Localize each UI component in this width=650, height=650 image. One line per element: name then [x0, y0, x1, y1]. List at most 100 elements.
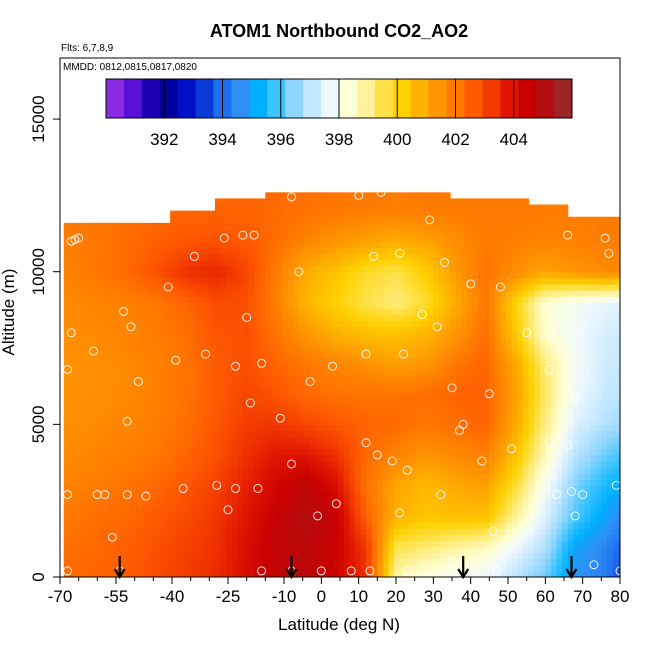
heatmap-cell [231, 509, 238, 517]
heatmap-cell [416, 235, 423, 242]
heatmap-cell [366, 485, 373, 493]
heatmap-cell [466, 460, 474, 468]
heatmap-cell [164, 552, 171, 560]
heatmap-cell [461, 552, 468, 560]
heatmap-cell [410, 430, 418, 438]
heatmap-cell [265, 406, 272, 413]
heatmap-cell [287, 344, 294, 352]
heatmap-cell [338, 387, 345, 395]
heatmap-cell [422, 399, 429, 407]
heatmap-cell [472, 522, 479, 529]
heatmap-cell [433, 406, 440, 413]
heatmap-cell [164, 271, 171, 279]
heatmap-cell [472, 198, 479, 206]
heatmap-cell [97, 302, 104, 309]
heatmap-cell [304, 375, 311, 383]
heatmap-cell [338, 241, 345, 248]
heatmap-cell [382, 509, 390, 517]
heatmap-cell [136, 570, 143, 577]
heatmap-cell [450, 442, 457, 450]
heatmap-cell [483, 418, 490, 425]
heatmap-cell [114, 296, 121, 303]
heatmap-cell [422, 265, 429, 273]
heatmap-cell [74, 369, 82, 377]
heatmap-cell [209, 241, 216, 248]
heatmap-cell [433, 412, 440, 419]
heatmap-cell [125, 344, 132, 352]
heatmap-cell [153, 399, 160, 407]
heatmap-cell [102, 277, 110, 285]
heatmap-cell [455, 210, 462, 218]
heatmap-cell [332, 326, 339, 334]
heatmap-cell [394, 467, 401, 474]
heatmap-cell [506, 491, 513, 499]
heatmap-cell [80, 290, 87, 297]
heatmap-cell [450, 326, 457, 334]
heatmap-cell [366, 235, 373, 242]
heatmap-cell [511, 253, 518, 261]
heatmap-cell [181, 473, 188, 480]
heatmap-cell [186, 552, 194, 560]
heatmap-cell [63, 351, 70, 358]
heatmap-cell [270, 442, 278, 450]
heatmap-cell [287, 387, 294, 395]
heatmap-cell [461, 515, 468, 523]
heatmap-cell [231, 283, 238, 291]
heatmap-cell [461, 509, 468, 517]
heatmap-cell [242, 375, 250, 383]
heatmap-cell [500, 515, 507, 523]
heatmap-cell [220, 271, 227, 279]
heatmap-cell [276, 210, 283, 218]
heatmap-cell [444, 344, 451, 352]
heatmap-cell [80, 454, 87, 462]
heatmap-cell [220, 479, 227, 487]
heatmap-cell [494, 540, 502, 548]
heatmap-cell [494, 430, 502, 438]
heatmap-cell [332, 460, 339, 468]
heatmap-cell [466, 332, 474, 340]
heatmap-cell [399, 302, 406, 309]
heatmap-cell [108, 326, 115, 334]
heatmap-cell [130, 546, 138, 554]
heatmap-cell [427, 265, 434, 273]
heatmap-cell [170, 302, 177, 309]
heatmap-cell [97, 467, 104, 474]
heatmap-cell [416, 522, 423, 529]
heatmap-cell [209, 503, 216, 511]
heatmap-cell [483, 314, 490, 322]
heatmap-cell [461, 387, 468, 395]
heatmap-cell [399, 570, 406, 577]
heatmap-cell [242, 515, 250, 523]
heatmap-cell [416, 375, 423, 383]
heatmap-cell [192, 259, 199, 267]
heatmap-cell [130, 448, 138, 456]
heatmap-cell [136, 503, 143, 511]
heatmap-cell [388, 479, 395, 487]
heatmap-cell [186, 491, 194, 499]
heatmap-cell [438, 228, 446, 236]
heatmap-cell [489, 290, 496, 297]
heatmap-cell [405, 454, 412, 462]
heatmap-cell [332, 564, 339, 572]
heatmap-cell [366, 406, 373, 413]
heatmap-cell [86, 552, 93, 560]
heatmap-cell [511, 290, 518, 297]
heatmap-cell [298, 399, 306, 407]
heatmap-cell [399, 375, 406, 383]
heatmap-cell [450, 473, 457, 480]
heatmap-cell [321, 241, 328, 248]
heatmap-cell [304, 442, 311, 450]
heatmap-cell [321, 228, 328, 236]
heatmap-cell [86, 460, 93, 468]
heatmap-cell [214, 314, 222, 322]
heatmap-cell [97, 497, 104, 505]
heatmap-cell [332, 235, 339, 242]
heatmap-cell [483, 479, 490, 487]
heatmap-cell [489, 454, 496, 462]
heatmap-cell [332, 497, 339, 505]
heatmap-cell [203, 338, 210, 346]
heatmap-cell [102, 399, 110, 407]
heatmap-cell [377, 430, 384, 438]
heatmap-cell [422, 235, 429, 242]
heatmap-cell [394, 210, 401, 218]
